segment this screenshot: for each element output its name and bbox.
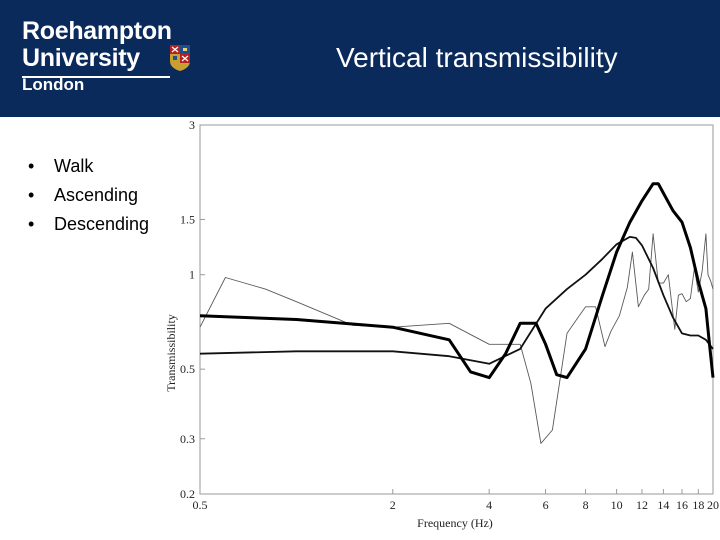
- crest-icon: [170, 45, 190, 71]
- y-tick-label: 0.2: [180, 487, 195, 501]
- x-tick-label: 6: [543, 498, 549, 512]
- slide-title: Vertical transmissibility: [336, 42, 618, 73]
- x-tick-label: 4: [486, 498, 492, 512]
- bullet-item: • Descending: [28, 210, 149, 239]
- plot-area-frame: [199, 124, 714, 495]
- bullet-dot: •: [28, 214, 35, 234]
- bullet-walk: Walk: [54, 156, 94, 176]
- x-tick-label: 18: [692, 498, 704, 512]
- bullet-ascending: Ascending: [54, 185, 139, 205]
- x-tick-label: 8: [583, 498, 589, 512]
- x-tick-label: 14: [657, 498, 669, 512]
- transmissibility-chart: 0.5 2 4 6 8 10 12 14 16 18 20 0.2 0.3 0.5 1 1.5 3 Freque…: [164, 118, 719, 530]
- x-tick-label: 16: [676, 498, 688, 512]
- bullet-dot: •: [28, 156, 35, 176]
- x-tick-label: 20: [707, 498, 719, 512]
- x-tick-label: 2: [390, 498, 396, 512]
- x-tick-label: 0.5: [193, 498, 208, 512]
- series-line-medium: [199, 236, 714, 365]
- y-tick-label: 0.5: [180, 362, 195, 376]
- header-banner: Roehampton University London Vertical tr…: [0, 0, 720, 117]
- logo-line-1: Roehampton: [22, 17, 172, 45]
- series-line-thin: [199, 233, 714, 444]
- y-tick-label: 1.5: [180, 212, 195, 226]
- bullet-descending: Descending: [54, 214, 150, 234]
- x-tick-label: 12: [636, 498, 648, 512]
- logo-line-2: University: [22, 44, 140, 72]
- series-line-thick: [199, 182, 715, 380]
- y-tick-label: 1: [189, 268, 195, 282]
- bullet-dot: •: [28, 185, 35, 205]
- x-axis-label: Frequency (Hz): [417, 516, 493, 530]
- bullet-list: • Walk • Ascending • Descending: [28, 152, 149, 239]
- y-tick-label: 3: [189, 118, 195, 132]
- logo-line-3: London: [22, 75, 85, 94]
- bullet-item: • Walk: [28, 152, 149, 181]
- bullet-item: • Ascending: [28, 181, 149, 210]
- y-tick-label: 0.3: [180, 432, 195, 446]
- x-tick-label: 10: [611, 498, 623, 512]
- logo-divider: [22, 76, 170, 78]
- y-axis-label: Transmissibility: [164, 314, 178, 392]
- university-logo: Roehampton University London: [22, 17, 190, 96]
